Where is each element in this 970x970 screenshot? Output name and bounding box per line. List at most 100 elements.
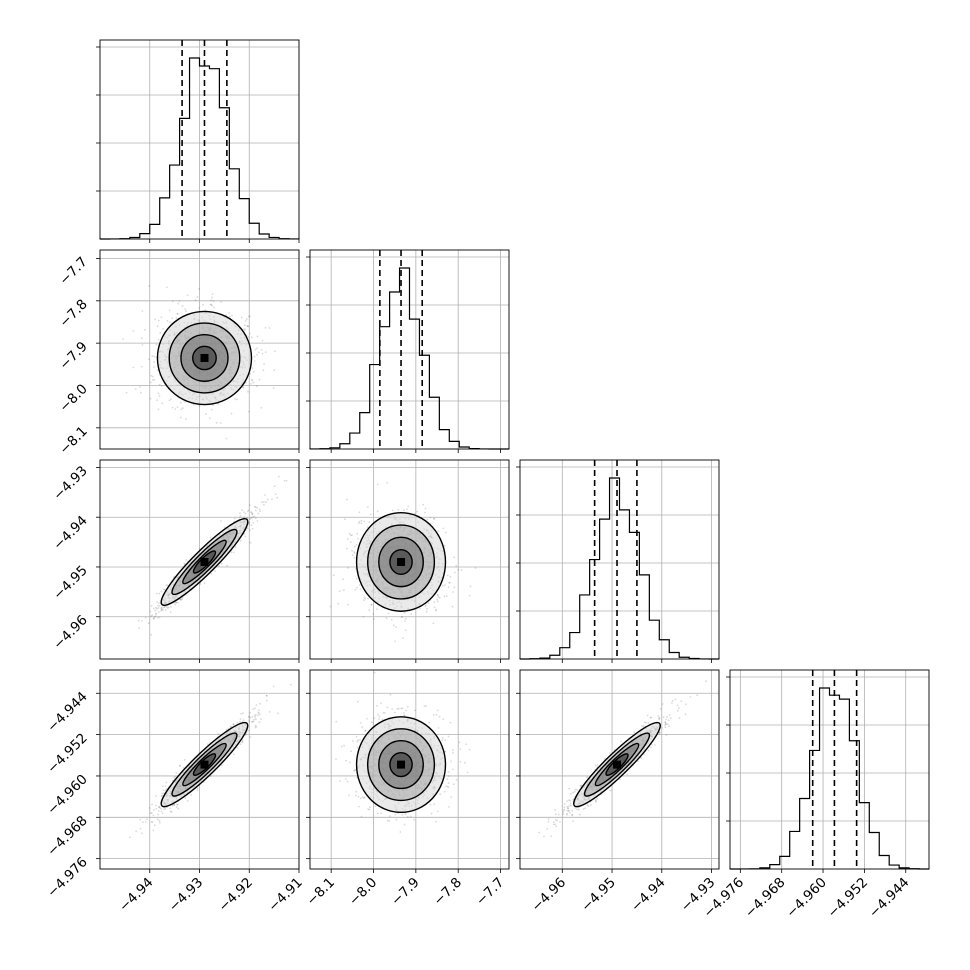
sample-point xyxy=(258,508,261,511)
sample-point xyxy=(160,610,163,612)
sample-point xyxy=(406,508,408,510)
sample-point xyxy=(158,821,161,824)
sample-point xyxy=(443,595,446,598)
sample-point xyxy=(427,602,430,604)
sample-point xyxy=(169,321,171,323)
sample-point xyxy=(184,308,187,311)
sample-point xyxy=(277,712,279,715)
sample-point xyxy=(272,685,275,688)
sample-point xyxy=(156,607,158,610)
sample-point xyxy=(451,605,454,608)
sample-point xyxy=(252,515,255,518)
sample-point xyxy=(244,320,247,322)
sample-point xyxy=(268,327,271,329)
sample-point xyxy=(141,344,144,346)
sample-point xyxy=(358,511,361,514)
sample-point xyxy=(176,803,179,806)
sample-point xyxy=(460,569,463,571)
sample-point xyxy=(422,503,424,506)
sample-point xyxy=(419,607,422,610)
sample-point xyxy=(154,318,157,321)
sample-point xyxy=(239,515,242,517)
sample-point xyxy=(151,355,154,357)
sample-point xyxy=(253,355,256,358)
sample-point xyxy=(170,398,172,400)
sample-point xyxy=(272,387,275,389)
sample-point xyxy=(132,366,135,369)
sample-point xyxy=(139,827,142,830)
sample-point xyxy=(156,369,159,371)
sample-point xyxy=(437,596,440,598)
sample-point xyxy=(165,605,168,608)
sample-point xyxy=(376,510,379,513)
contour-line-1 xyxy=(168,322,241,394)
sample-point xyxy=(139,818,142,821)
sample-point xyxy=(158,806,160,809)
sample-point xyxy=(457,568,460,571)
sample-point xyxy=(157,617,159,619)
sample-point xyxy=(247,315,250,318)
sample-point xyxy=(190,793,193,796)
sample-point xyxy=(155,343,158,346)
sample-point xyxy=(243,511,245,513)
sample-point xyxy=(157,408,160,411)
sample-point xyxy=(342,578,344,581)
sample-point xyxy=(161,812,164,815)
sample-point xyxy=(245,318,248,320)
sample-point xyxy=(220,301,223,303)
sample-point xyxy=(407,505,410,508)
sample-point xyxy=(251,720,254,723)
sample-point xyxy=(357,537,359,540)
sample-point xyxy=(469,585,472,588)
sample-point xyxy=(337,602,340,605)
sample-point xyxy=(351,740,354,742)
sample-point xyxy=(342,589,345,592)
sample-point xyxy=(176,312,179,315)
sample-point xyxy=(146,818,148,821)
sample-point xyxy=(161,402,164,405)
sample-point xyxy=(360,519,363,522)
sample-point xyxy=(250,524,253,526)
sample-point xyxy=(376,608,378,610)
sample-point xyxy=(242,712,245,715)
sample-point xyxy=(210,299,213,301)
sample-point xyxy=(152,809,155,811)
sample-point xyxy=(152,829,155,831)
sample-point xyxy=(363,596,366,598)
sample-point xyxy=(452,752,454,754)
panel-frame xyxy=(729,669,930,870)
sample-point xyxy=(252,708,255,711)
sample-point xyxy=(397,508,400,511)
sample-point xyxy=(155,795,157,797)
sample-point xyxy=(259,702,262,705)
sample-point xyxy=(232,753,235,756)
sample-point xyxy=(209,303,212,306)
sample-point xyxy=(409,815,412,818)
sample-point xyxy=(141,620,143,622)
sample-point xyxy=(138,627,141,629)
sample-point xyxy=(199,583,202,585)
sample-point xyxy=(242,386,245,388)
sample-point xyxy=(175,771,178,774)
sample-point xyxy=(160,385,163,387)
scatter-panel-2-0 xyxy=(96,459,300,663)
sample-point xyxy=(361,796,364,798)
sample-point xyxy=(158,383,161,386)
sample-point xyxy=(254,348,257,351)
sample-point xyxy=(157,813,160,816)
sample-point xyxy=(220,520,222,522)
sample-point xyxy=(257,512,260,515)
sample-point xyxy=(362,615,365,618)
sample-point xyxy=(250,511,253,514)
sample-point xyxy=(150,633,153,636)
sample-point xyxy=(264,327,267,329)
sample-point xyxy=(158,592,161,595)
sample-point xyxy=(359,588,362,591)
sample-point xyxy=(174,408,177,410)
sample-point xyxy=(348,532,351,535)
sample-point xyxy=(154,804,157,807)
sample-point xyxy=(253,515,256,518)
sample-point xyxy=(251,716,254,718)
sample-point xyxy=(208,417,211,419)
